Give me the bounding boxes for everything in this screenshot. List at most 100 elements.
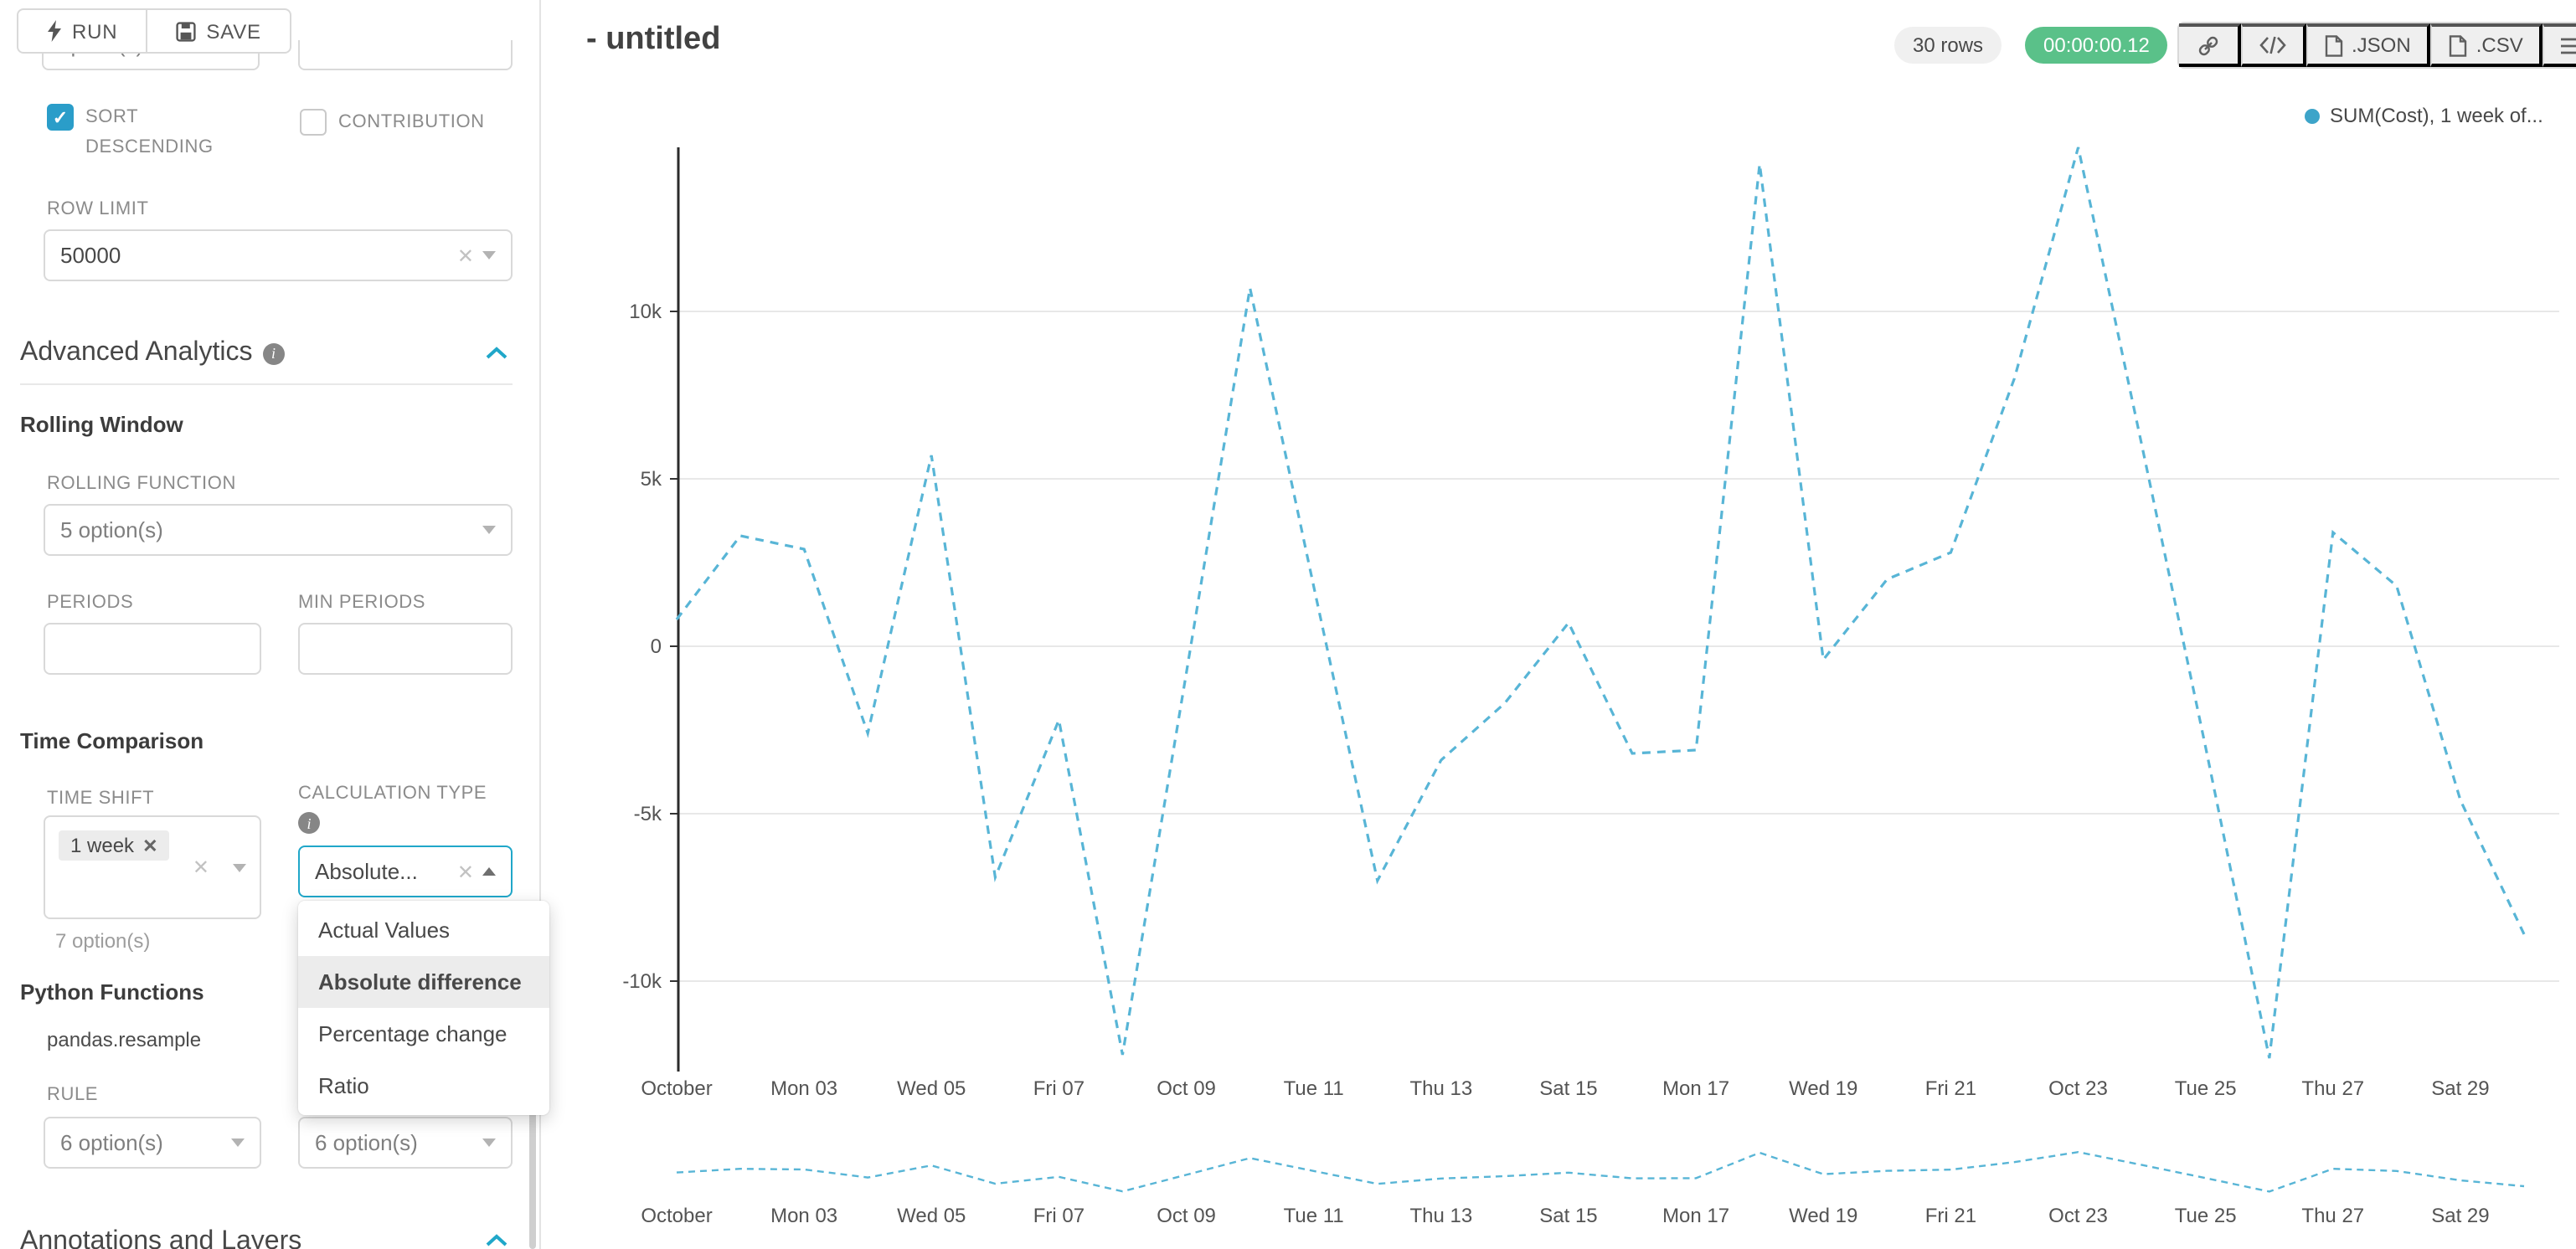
calculation-type-select[interactable]: Absolute... ✕: [298, 846, 513, 897]
svg-text:Fri 07: Fri 07: [1033, 1205, 1084, 1227]
chevron-up-icon[interactable]: [482, 867, 496, 876]
dropdown-option-actual-values[interactable]: Actual Values: [318, 917, 451, 943]
run-button[interactable]: RUN: [17, 8, 148, 54]
rule-label: RULE: [47, 1085, 99, 1105]
code-icon: [2259, 36, 2286, 54]
collapse-chevron-up-icon[interactable]: [486, 1234, 507, 1247]
more-menu-button[interactable]: [2543, 23, 2576, 67]
method-select[interactable]: 6 option(s): [298, 1117, 513, 1169]
pandas-resample-label: pandas.resample: [47, 1028, 202, 1051]
time-shift-tag[interactable]: 1 week ✕: [59, 830, 170, 861]
rolling-window-title: Rolling Window: [20, 412, 183, 437]
svg-text:Sat 29: Sat 29: [2431, 1205, 2489, 1227]
clear-icon[interactable]: ✕: [456, 244, 474, 267]
link-icon: [2198, 35, 2218, 55]
query-time-badge: 00:00:00.12: [2025, 27, 2168, 64]
periods-input[interactable]: [44, 623, 261, 675]
info-icon: i: [298, 812, 320, 834]
svg-text:Wed 19: Wed 19: [1789, 1077, 1857, 1100]
cropped-input[interactable]: [298, 40, 513, 70]
svg-text:Oct 23: Oct 23: [2048, 1205, 2108, 1227]
svg-text:Sat 15: Sat 15: [1539, 1077, 1597, 1100]
svg-text:Oct 09: Oct 09: [1157, 1205, 1216, 1227]
hamburger-icon: [2561, 37, 2576, 54]
contribution-label: CONTRIBUTION: [338, 112, 485, 132]
sort-descending-checkbox-row[interactable]: ✓ SORT DESCENDING: [47, 104, 248, 162]
rolling-function-value: 5 option(s): [60, 517, 163, 542]
min-periods-input[interactable]: [298, 623, 513, 675]
svg-text:Fri 07: Fri 07: [1033, 1077, 1084, 1100]
svg-text:-10k: -10k: [622, 970, 662, 993]
time-shift-tag-label: 1 week: [70, 834, 135, 857]
svg-text:Wed 05: Wed 05: [897, 1077, 966, 1100]
collapse-chevron-up-icon[interactable]: [486, 347, 507, 360]
svg-text:Fri 21: Fri 21: [1925, 1205, 1976, 1227]
save-button-label: SAVE: [206, 19, 261, 43]
json-button-label: .JSON: [2352, 33, 2411, 57]
dropdown-option-absolute-difference[interactable]: Absolute difference: [298, 956, 549, 1008]
row-limit-label: ROW LIMIT: [47, 199, 149, 219]
csv-button-label: .CSV: [2476, 33, 2523, 57]
chevron-down-icon[interactable]: [482, 1138, 496, 1147]
svg-text:Tue 25: Tue 25: [2175, 1205, 2237, 1227]
download-csv-button[interactable]: .CSV: [2430, 23, 2543, 67]
advanced-analytics-header[interactable]: Advanced Analytics i: [20, 338, 285, 368]
rule-value: 6 option(s): [60, 1130, 163, 1155]
svg-text:Oct 23: Oct 23: [2048, 1077, 2108, 1100]
file-icon: [2450, 34, 2467, 56]
svg-text:Oct 09: Oct 09: [1157, 1077, 1216, 1100]
chevron-down-icon[interactable]: [233, 863, 246, 871]
min-periods-label: MIN PERIODS: [298, 593, 426, 613]
chart-title: - untitled: [586, 22, 721, 57]
checkbox-unchecked-icon[interactable]: [300, 109, 327, 136]
svg-text:5k: 5k: [641, 468, 662, 491]
time-shift-label: TIME SHIFT: [47, 789, 155, 809]
svg-text:Fri 21: Fri 21: [1925, 1077, 1976, 1100]
row-limit-value: 50000: [60, 243, 121, 268]
row-limit-select[interactable]: 50000 ✕: [44, 229, 513, 281]
sort-descending-label: SORT DESCENDING: [85, 107, 214, 157]
rule-select[interactable]: 6 option(s): [44, 1117, 261, 1169]
time-shift-multiselect[interactable]: 1 week ✕ ✕: [44, 815, 261, 919]
dropdown-option-percentage-change[interactable]: Percentage change: [318, 1021, 507, 1046]
dropdown-option-ratio[interactable]: Ratio: [318, 1073, 369, 1098]
contribution-checkbox-row[interactable]: CONTRIBUTION: [300, 109, 485, 138]
copy-link-button[interactable]: [2179, 23, 2241, 67]
svg-text:Thu 13: Thu 13: [1409, 1205, 1472, 1227]
checkbox-checked-icon[interactable]: ✓: [47, 104, 74, 131]
download-json-button[interactable]: .JSON: [2306, 23, 2431, 67]
advanced-analytics-title: Advanced Analytics: [20, 338, 253, 367]
clear-icon[interactable]: ✕: [192, 856, 209, 879]
time-comparison-title: Time Comparison: [20, 728, 204, 753]
svg-text:Sat 15: Sat 15: [1539, 1205, 1597, 1227]
info-icon: i: [262, 342, 285, 364]
chevron-down-icon[interactable]: [482, 251, 496, 260]
control-panel: RUN SAVE option(s) ✓ SORT DESCENDING CON…: [0, 0, 549, 1249]
chart-legend[interactable]: SUM(Cost), 1 week of...: [2305, 104, 2543, 127]
method-value: 6 option(s): [315, 1130, 418, 1155]
svg-text:Thu 27: Thu 27: [2301, 1205, 2364, 1227]
svg-text:Mon 17: Mon 17: [1662, 1077, 1729, 1100]
rows-count-badge: 30 rows: [1894, 27, 2002, 64]
lightning-icon: [48, 20, 61, 42]
chevron-down-icon[interactable]: [231, 1138, 245, 1147]
save-button[interactable]: SAVE: [146, 8, 291, 54]
svg-text:October: October: [641, 1077, 712, 1100]
rolling-function-select[interactable]: 5 option(s): [44, 504, 513, 556]
annotations-header[interactable]: Annotations and Layers: [20, 1227, 301, 1249]
svg-text:Thu 13: Thu 13: [1409, 1077, 1472, 1100]
time-shift-helper: 7 option(s): [55, 929, 151, 953]
clear-icon[interactable]: ✕: [456, 860, 474, 883]
svg-text:Tue 11: Tue 11: [1284, 1077, 1344, 1100]
multiselect-icons: ✕: [193, 857, 246, 877]
calculation-type-value: Absolute...: [315, 859, 418, 884]
periods-label: PERIODS: [47, 593, 134, 613]
run-save-bar: RUN SAVE: [17, 8, 291, 54]
chevron-down-icon[interactable]: [482, 526, 496, 534]
view-query-button[interactable]: [2241, 23, 2306, 67]
svg-text:Tue 25: Tue 25: [2175, 1077, 2237, 1100]
remove-tag-icon[interactable]: ✕: [142, 836, 158, 856]
svg-text:Mon 03: Mon 03: [770, 1205, 837, 1227]
svg-text:Wed 05: Wed 05: [897, 1205, 966, 1227]
